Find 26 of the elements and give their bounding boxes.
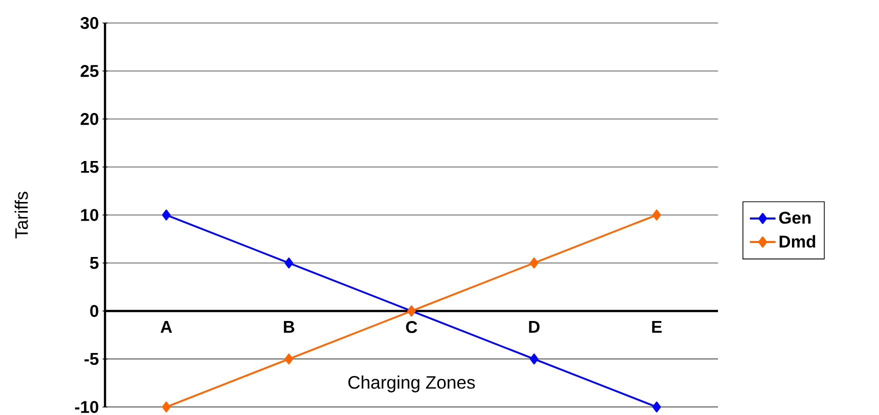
legend-label: Dmd [780,235,816,248]
y-tick-label: 0 [90,304,98,318]
point [162,402,171,412]
x-tick-label: E [652,321,662,333]
point [284,354,294,364]
y-tick-label: 25 [80,64,99,78]
y-tick-label: 5 [90,257,99,269]
point [652,402,661,412]
y-tick-label: -5 [84,353,99,365]
x-tick-label: B [284,321,294,333]
x-tick-label: C [406,321,418,334]
point [284,258,294,268]
y-axis-title: Tariffs [14,192,28,238]
y-tick-label: 20 [80,112,98,126]
y-tick-label: 10 [81,208,98,222]
point [530,354,538,364]
point [530,258,538,268]
y-tick-label: -10 [75,400,98,414]
x-tick-label: A [160,321,172,333]
legend-label: Gen [779,212,811,224]
point [162,210,171,220]
y-tick-label: 30 [80,16,98,30]
point [652,210,661,220]
y-tick-label: 15 [81,161,99,173]
x-axis-title: Charging Zones [348,376,475,392]
x-tick-label: D [529,321,540,333]
